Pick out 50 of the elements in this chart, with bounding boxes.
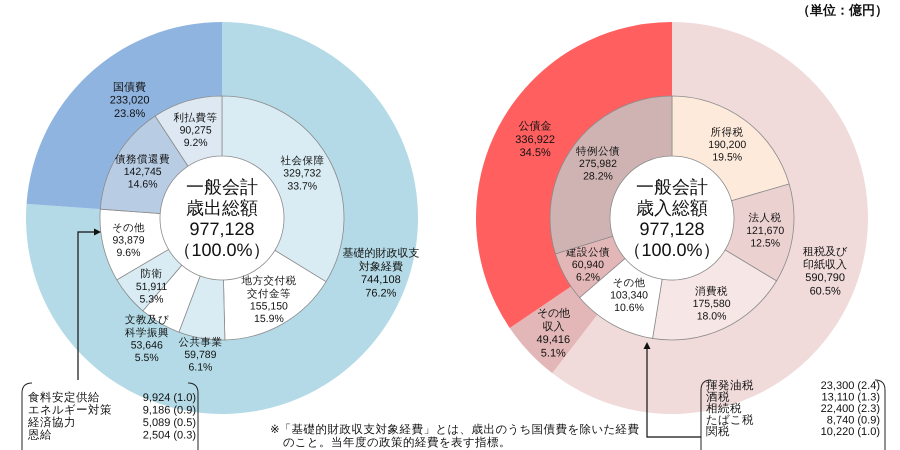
slice-label: 文教及び科学振興 xyxy=(124,313,170,339)
slice-label: 社会保障 xyxy=(280,154,324,168)
text: 食料安定供給 9,924 (1.0) xyxy=(28,392,196,404)
text: 酒税 13,110 (1.3) xyxy=(706,392,880,404)
text: エネルギー対策 9,186 (0.9) xyxy=(28,404,196,416)
data-label: 59,789 6.1% xyxy=(184,348,217,374)
data-label: 590,790 60.5% xyxy=(805,272,846,298)
data-label: 155,150 15.9% xyxy=(250,300,288,326)
slice-label: 法人税 xyxy=(748,211,782,224)
slice-label: 租税及び印紙収入 xyxy=(803,244,848,271)
slice-label: 防衛 xyxy=(140,267,163,280)
slice-label: 公債金 xyxy=(518,120,552,133)
data-label: 142,745 14.6% xyxy=(124,166,162,191)
data-label: 49,416 5.1% xyxy=(536,334,570,360)
text: 一般会計歳出総額977,128（100.0%） xyxy=(173,176,271,260)
text: ※「基礎的財政収支対象経費」とは、歳出のうち国債費を除いた経費のこと。当年度の政策的経費を表す指標。 xyxy=(270,422,640,449)
text: 関税 10,220 (1.0) xyxy=(706,426,880,438)
data-label: 53,646 5.5% xyxy=(130,339,163,364)
slice-label: 所得税 xyxy=(710,126,744,139)
data-label: 93,879 9.6% xyxy=(112,234,145,260)
text: たばこ税 8,740 (0.9) xyxy=(706,414,880,426)
slice-label: 公共事業 xyxy=(178,335,222,348)
data-label: 190,200 19.5% xyxy=(708,139,746,164)
data-label: 233,020 23.8% xyxy=(110,94,150,120)
slice-label: その他 xyxy=(612,276,646,289)
slice-label: 地方交付税交付金等 xyxy=(240,274,296,300)
text: 相続税 22,400 (2.3) xyxy=(706,403,880,415)
text: （単位：億円） xyxy=(797,2,888,18)
text: 恩給 2,504 (0.3) xyxy=(28,430,196,442)
slice-label: その他 xyxy=(112,222,146,234)
data-label: 175,580 18.0% xyxy=(692,298,731,323)
text: 揮発油税 23,300 (2.4) xyxy=(706,380,880,392)
data-label: 121,670 12.5% xyxy=(746,224,784,250)
data-label: 336,922 34.5% xyxy=(515,134,556,160)
data-label: 329,732 33.7% xyxy=(283,168,322,192)
slice-label: 基礎的財政収支対象経費 xyxy=(342,246,420,273)
text: 一般会計歳入総額977,128（100.0%） xyxy=(623,176,721,260)
slice-label: その他収入 xyxy=(536,308,570,333)
data-label: 90,275 9.2% xyxy=(180,124,212,150)
slice-label: 国債費 xyxy=(113,80,146,94)
slice-label: 債務償還費 xyxy=(115,152,170,166)
data-label: 60,940 6.2% xyxy=(572,259,604,284)
text: 経済協力 5,089 (0.5) xyxy=(28,417,196,429)
slice-label: 特例公債 xyxy=(576,145,620,158)
data-label: 275,982 28.2% xyxy=(579,158,618,183)
data-label: 103,340 10.6% xyxy=(610,289,648,314)
slice-label: 利払費等 xyxy=(174,110,218,124)
data-label: 51,911 5.3% xyxy=(136,280,168,306)
slice-label: 消費税 xyxy=(695,284,728,298)
data-label: 744,108 76.2% xyxy=(360,274,401,300)
